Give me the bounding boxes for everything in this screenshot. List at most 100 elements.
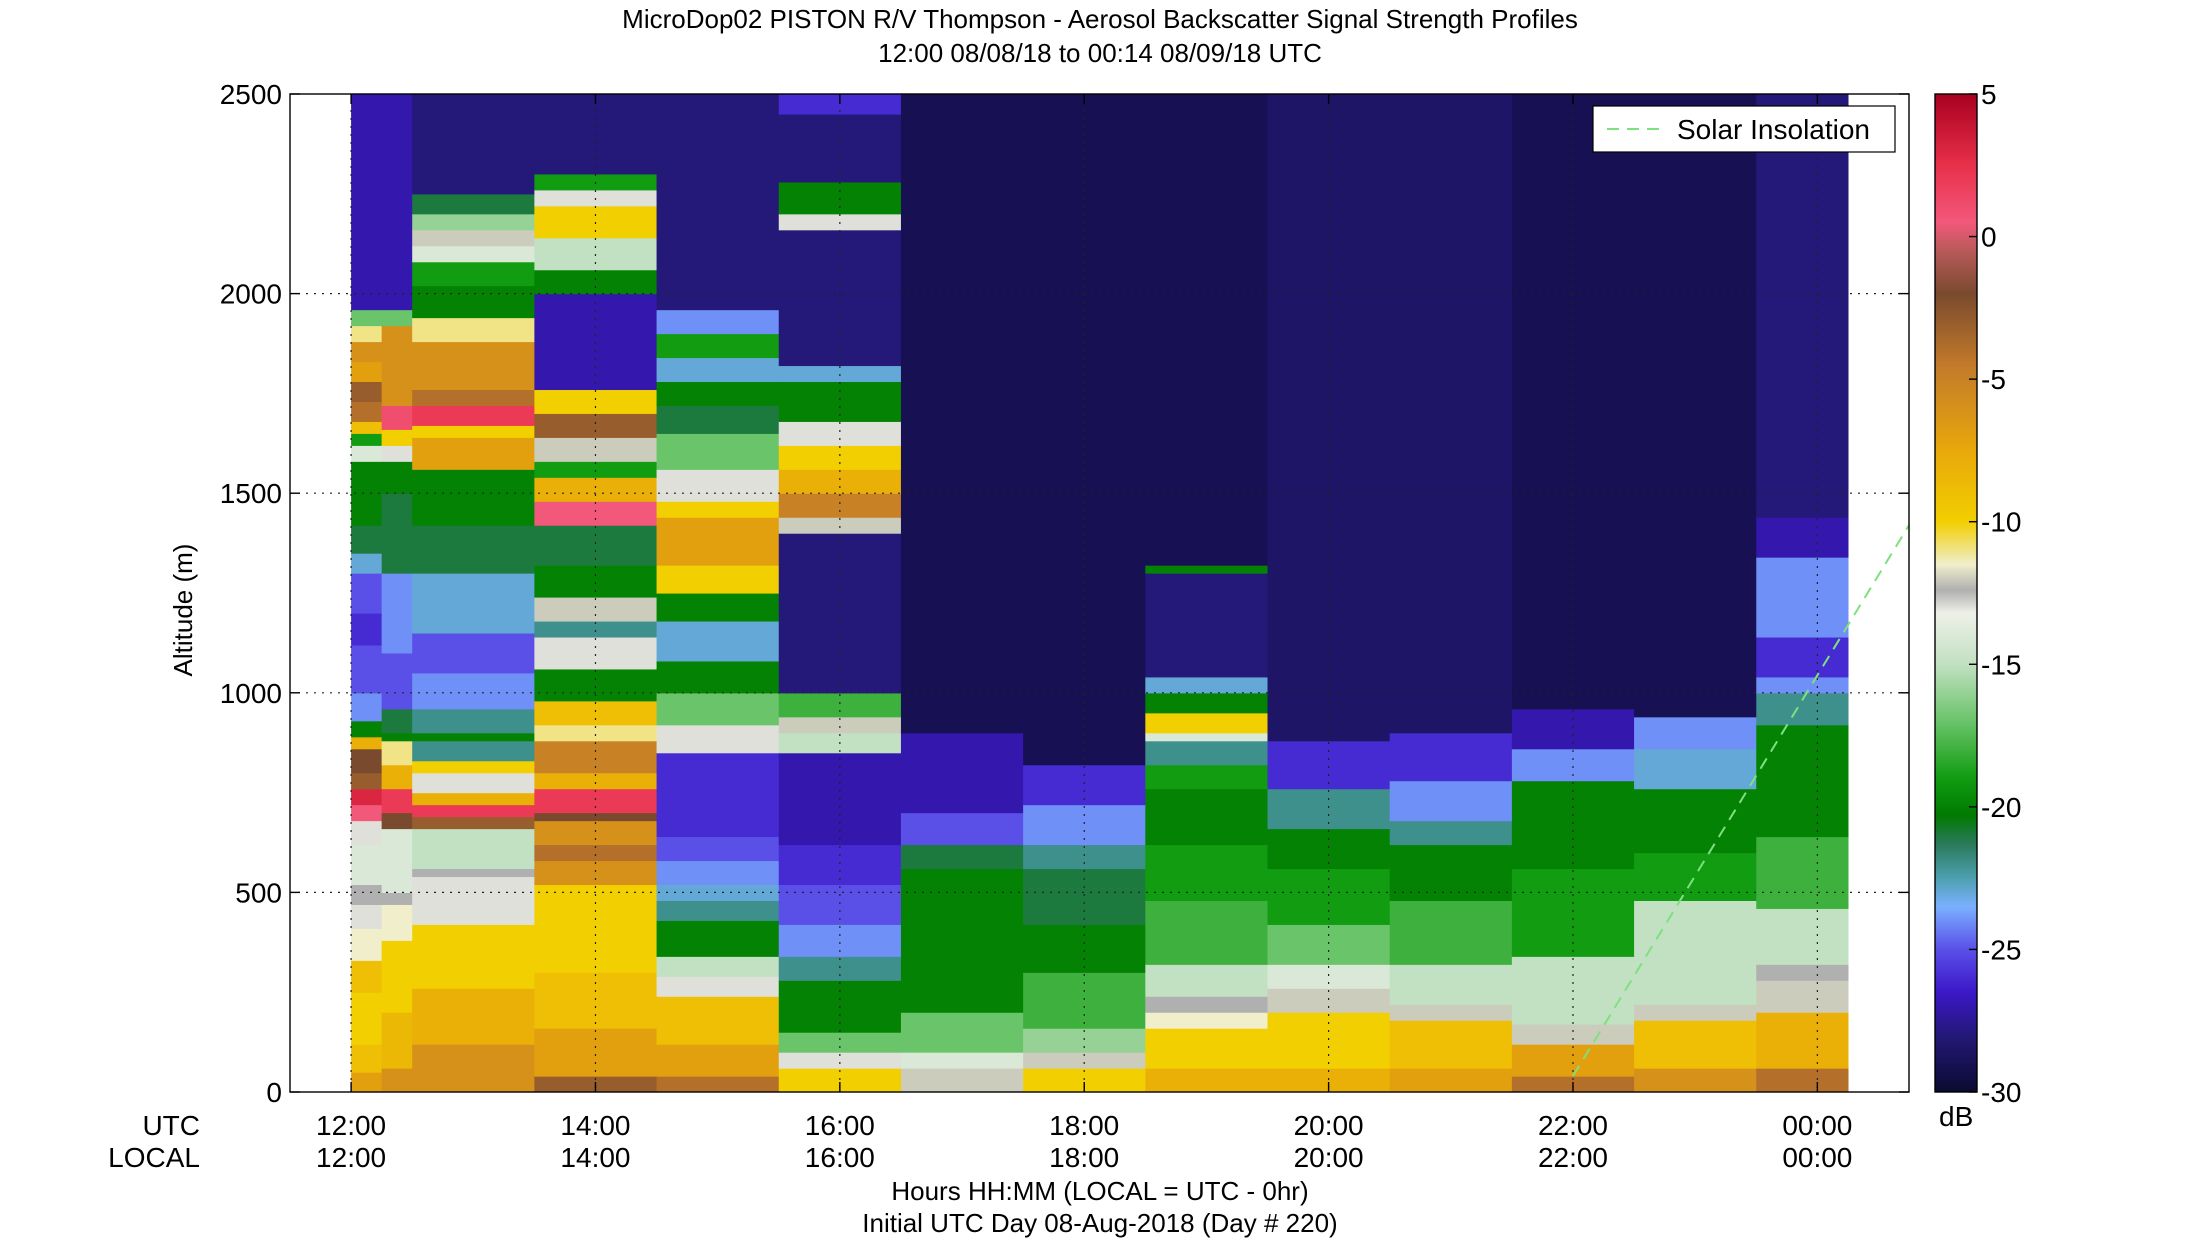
heatmap-cell [351,361,383,383]
heatmap-cell [1756,517,1849,558]
heatmap-cell [381,892,413,905]
colorbar: 5 0 -5 -10 -15 -20 -25 -30 dB [1934,79,2021,1132]
heatmap-cell [656,405,780,434]
x-tick-label-utc: 20:00 [1294,1110,1364,1141]
heatmap-cell [1267,988,1391,1013]
x-tick-label-local: 20:00 [1294,1142,1364,1173]
heatmap-cell [656,752,780,838]
heatmap-cell [534,844,658,862]
heatmap-cell [534,788,658,814]
heatmap-cell [656,836,780,862]
heatmap-cell [1634,716,1757,750]
heatmap-cell [351,748,383,774]
x-tick-label-utc: 14:00 [560,1110,630,1141]
heatmap-cell [778,229,902,367]
colorbar-tick-label: -15 [1981,649,2021,680]
heatmap-cell [412,405,535,426]
heatmap-cell [1267,1012,1391,1069]
heatmap-cell [381,940,413,1013]
heatmap-cell [778,421,902,446]
heatmap-cell [381,904,413,941]
heatmap-cell [381,740,413,766]
heatmap-cell [778,469,902,494]
heatmap-cell [351,461,383,526]
heatmap-cell [1756,557,1849,638]
heatmap-cell [534,437,658,462]
heatmap-cell [412,94,535,195]
heatmap-cell [778,113,902,183]
heatmap-cell [412,672,535,710]
heatmap-cell [1145,692,1269,714]
heatmap-cell [351,644,383,694]
heatmap-cell [412,868,535,878]
x-tick-label-local: 00:00 [1782,1142,1852,1173]
heatmap-cell [412,245,535,263]
heatmap-cell [1023,972,1146,1029]
heatmap-cell [778,956,902,981]
heatmap-cell [534,461,658,478]
colorbar-tick-label: 5 [1981,79,1997,110]
heatmap-cell [534,740,658,774]
heatmap-cell [534,700,658,726]
heatmap-cell [1145,712,1269,734]
heatmap-cell [1634,1068,1757,1092]
heatmap-cell [1634,788,1757,854]
heatmap-cell [778,1068,902,1092]
colorbar-tick-label: -20 [1981,792,2021,823]
heatmap-cell [1634,852,1757,901]
heatmap-cell [412,1044,535,1092]
heatmap-cell [1145,788,1269,846]
heatmap-cell [778,1052,902,1069]
heatmap-cell [351,94,383,311]
heatmap-cell [1511,748,1635,782]
heatmap-cell [656,692,780,726]
heatmap-cell [1389,94,1513,734]
heatmap-cell [412,740,535,762]
heatmap-cell [534,565,658,598]
y-axis-label: Altitude (m) [168,544,198,677]
colorbar-tick-label: -30 [1981,1077,2021,1108]
y-tick-label: 2500 [220,79,282,110]
x-tick-label-local: 22:00 [1538,1142,1608,1173]
heatmap-cell [656,900,780,921]
heatmap-cell [351,692,383,722]
heatmap-cell [351,341,383,363]
heatmap-cell [1145,565,1269,574]
heatmap-cell [1756,908,1849,965]
heatmap-cell [1145,676,1269,694]
heatmap-cell [1756,94,1849,518]
colorbar-scale [1934,93,1978,1093]
heatmap-cell [534,812,658,822]
heatmap-cell [381,732,413,742]
heatmap-cell [1023,1068,1146,1092]
heatmap-cell [534,620,658,638]
heatmap-cell [656,620,780,662]
heatmap-cell [656,517,780,566]
chart-title: MicroDop02 PISTON R/V Thompson - Aerosol… [622,4,1578,34]
heatmap-cell [351,788,383,806]
heatmap-cell [1756,836,1849,909]
heatmap-cell [656,501,780,518]
y-tick-label: 1000 [220,678,282,709]
colorbar-tick-label: 0 [1981,222,1997,253]
colorbar-ticks: 5 0 -5 -10 -15 -20 -25 -30 [1969,79,2021,1108]
heatmap-cell [381,1068,413,1092]
heatmap-cell [412,437,535,470]
heatmap-cell [656,1076,780,1092]
heatmap-cell [412,708,535,734]
heatmap-cell [351,1072,383,1092]
heatmap-cell [778,692,902,718]
heatmap-cell [778,533,902,694]
heatmap-cell [351,736,383,750]
heatmap-cell [1145,732,1269,742]
local-row-label: LOCAL [108,1142,200,1173]
heatmap-cell [1023,844,1146,870]
heatmap-cell [534,501,658,526]
heatmap-cell [1511,1024,1635,1045]
heatmap-cell [1389,964,1513,1005]
heatmap-cell [656,357,780,383]
heatmap-cell [778,445,902,470]
heatmap-cell [412,389,535,406]
heatmap-cell [351,573,383,614]
heatmap-cell [534,860,658,886]
